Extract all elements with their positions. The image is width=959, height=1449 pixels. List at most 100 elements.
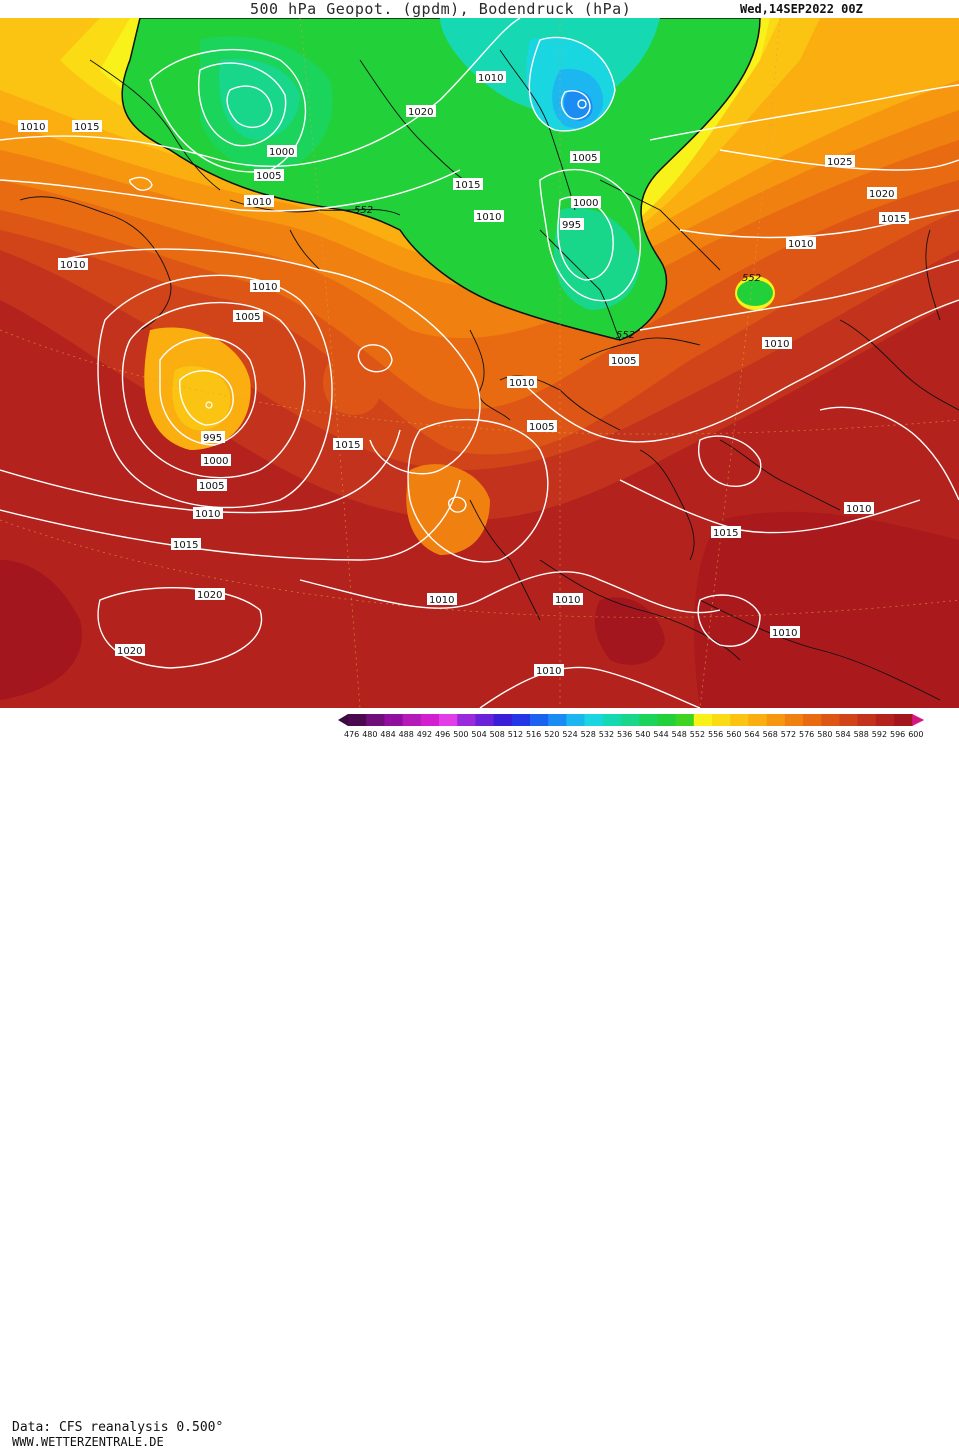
svg-text:1000: 1000 bbox=[203, 456, 228, 467]
isobar-label: 1005 bbox=[609, 354, 639, 367]
legend-tick-label: 504 bbox=[471, 730, 486, 739]
svg-text:1015: 1015 bbox=[74, 122, 99, 133]
legend-swatch bbox=[493, 714, 513, 726]
svg-text:1020: 1020 bbox=[117, 646, 142, 657]
legend-tick-label: 556 bbox=[708, 730, 723, 739]
svg-text:552: 552 bbox=[742, 273, 761, 284]
height-label: 552 bbox=[616, 330, 635, 341]
legend-swatch bbox=[348, 714, 367, 726]
svg-text:1010: 1010 bbox=[20, 122, 45, 133]
isobar-label: 1010 bbox=[844, 502, 874, 515]
height-label: 552 bbox=[742, 273, 761, 284]
svg-text:1020: 1020 bbox=[408, 107, 433, 118]
isobar-label: 1010 bbox=[244, 195, 274, 208]
isobar-label: 1005 bbox=[527, 420, 557, 433]
legend-tick-label: 476 bbox=[344, 730, 359, 739]
isobar-label: 1015 bbox=[453, 178, 483, 191]
svg-text:1010: 1010 bbox=[252, 282, 277, 293]
isobar-label: 1015 bbox=[879, 212, 909, 225]
legend-swatch bbox=[566, 714, 586, 726]
legend-swatch bbox=[602, 714, 622, 726]
legend-swatch bbox=[875, 714, 895, 726]
isobar-label: 1010 bbox=[507, 376, 537, 389]
legend-swatch bbox=[748, 714, 768, 726]
isobar-label: 1010 bbox=[770, 626, 800, 639]
legend-tick-label: 536 bbox=[617, 730, 632, 739]
legend-swatch bbox=[803, 714, 822, 726]
isobar-label: 1005 bbox=[570, 151, 600, 164]
field-556-atlantic-low bbox=[172, 366, 231, 431]
legend-swatch bbox=[439, 714, 458, 726]
isobar-label: 1010 bbox=[553, 593, 583, 606]
svg-text:552: 552 bbox=[616, 330, 635, 341]
legend-tick-label: 568 bbox=[763, 730, 778, 739]
legend-tick-label: 484 bbox=[380, 730, 395, 739]
field-540-band bbox=[219, 58, 300, 140]
legend-swatch bbox=[766, 714, 786, 726]
svg-text:1015: 1015 bbox=[335, 440, 360, 451]
field-596-africa bbox=[694, 511, 959, 708]
svg-text:1015: 1015 bbox=[713, 528, 738, 539]
isobar-label: 1015 bbox=[333, 438, 363, 451]
field-600-band bbox=[0, 560, 82, 700]
svg-text:1010: 1010 bbox=[429, 595, 454, 606]
legend-swatch bbox=[420, 714, 440, 726]
legend-swatch bbox=[839, 714, 859, 726]
legend-tick-label: 560 bbox=[726, 730, 741, 739]
map-title: 500 hPa Geopot. (gpdm), Bodendruck (hPa) bbox=[250, 0, 632, 18]
legend-tick-label: 588 bbox=[854, 730, 869, 739]
isobar-label: 1020 bbox=[115, 644, 145, 657]
isobar-label: 1005 bbox=[197, 479, 227, 492]
svg-text:1015: 1015 bbox=[881, 214, 906, 225]
legend-tick-label: 596 bbox=[890, 730, 905, 739]
legend-tick-label: 544 bbox=[653, 730, 668, 739]
legend-swatch bbox=[821, 714, 840, 726]
legend-swatch bbox=[548, 714, 567, 726]
valid-time-stamp: Wed,14SEP2022 00Z bbox=[740, 2, 863, 16]
data-source-label: Data: CFS reanalysis 0.500° bbox=[12, 1420, 224, 1435]
legend-swatch bbox=[784, 714, 804, 726]
svg-text:1015: 1015 bbox=[455, 180, 480, 191]
legend-tick-label: 552 bbox=[690, 730, 705, 739]
legend-swatch bbox=[457, 714, 476, 726]
low-center-marker bbox=[205, 401, 213, 409]
legend-tick-label: 528 bbox=[581, 730, 596, 739]
legend-swatch bbox=[730, 714, 749, 726]
svg-text:1005: 1005 bbox=[235, 312, 260, 323]
svg-text:1025: 1025 bbox=[827, 157, 852, 168]
legend-swatch bbox=[657, 714, 677, 726]
isobar-label: 1015 bbox=[711, 526, 741, 539]
legend-tick-label: 524 bbox=[562, 730, 577, 739]
svg-text:995: 995 bbox=[562, 220, 581, 231]
legend-tick-label: 564 bbox=[744, 730, 759, 739]
legend-arrow-high bbox=[912, 714, 925, 726]
legend-tick-label: 592 bbox=[872, 730, 887, 739]
legend-swatch bbox=[621, 714, 640, 726]
height-label: 552 bbox=[354, 205, 373, 216]
legend-swatch bbox=[475, 714, 495, 726]
legend-swatch bbox=[366, 714, 385, 726]
isobar-label: 1010 bbox=[427, 593, 457, 606]
isobar-label: 995 bbox=[560, 218, 584, 231]
isobar-label: 1025 bbox=[825, 155, 855, 168]
legend-swatch bbox=[584, 714, 604, 726]
isobar-label: 1005 bbox=[233, 310, 263, 323]
svg-text:1000: 1000 bbox=[573, 198, 598, 209]
svg-text:1005: 1005 bbox=[572, 153, 597, 164]
field-544-south bbox=[554, 207, 640, 310]
isobar-label: 1010 bbox=[476, 71, 506, 84]
cutoff-low-east-core bbox=[737, 280, 773, 306]
legend-tick-label: 492 bbox=[417, 730, 432, 739]
svg-text:1020: 1020 bbox=[197, 590, 222, 601]
legend-swatch bbox=[530, 714, 549, 726]
svg-text:1010: 1010 bbox=[478, 73, 503, 84]
legend-tick-label: 480 bbox=[362, 730, 377, 739]
weather-map: 1010 1015 1000 1005 1010 1020 1010 1015 … bbox=[0, 18, 959, 708]
svg-text:1010: 1010 bbox=[788, 239, 813, 250]
svg-text:1005: 1005 bbox=[529, 422, 554, 433]
map-header: 500 hPa Geopot. (gpdm), Bodendruck (hPa)… bbox=[0, 0, 959, 18]
svg-text:1010: 1010 bbox=[476, 212, 501, 223]
svg-text:1010: 1010 bbox=[772, 628, 797, 639]
legend-swatch bbox=[712, 714, 731, 726]
legend-swatch bbox=[675, 714, 695, 726]
